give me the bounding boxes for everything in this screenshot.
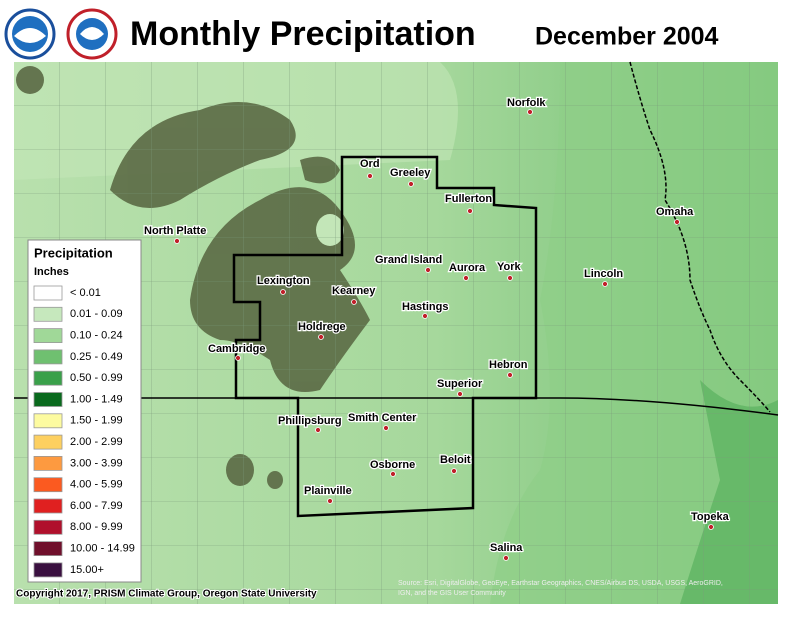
city-label: Aurora (449, 262, 486, 274)
source-line2: IGN, and the GIS User Community (398, 590, 506, 597)
city-label: York (497, 261, 522, 273)
legend-label: < 0.01 (70, 287, 101, 299)
city-label: Ord (360, 158, 380, 170)
legend-swatch (33, 519, 63, 535)
city: Lexington (256, 274, 311, 295)
legend-label: 0.01 - 0.09 (70, 308, 123, 320)
legend-label: 2.00 - 2.99 (70, 436, 123, 448)
legend-label: 3.00 - 3.99 (70, 457, 123, 469)
city-label: North Platte (144, 225, 206, 237)
city-label: Lincoln (584, 268, 623, 280)
legend-label: 4.00 - 5.99 (70, 479, 123, 491)
city: Phillipsburg (277, 414, 343, 433)
legend-swatch (33, 498, 63, 514)
city: Topeka (690, 510, 731, 530)
city-label: Plainville (304, 485, 352, 497)
city: Salina (489, 541, 525, 561)
city: Greeley (389, 166, 432, 187)
city: York (496, 260, 523, 281)
city: Lincoln (583, 267, 625, 287)
city: Ord (359, 157, 381, 179)
city-label: Cambridge (208, 343, 265, 355)
legend-label: 6.00 - 7.99 (70, 500, 123, 512)
cities: Ord Greeley Norfolk Fullerton North Plat… (143, 96, 731, 561)
city-label: Lexington (257, 275, 310, 287)
legend-swatch (33, 306, 63, 322)
legend-swatch (33, 562, 63, 578)
legend-label: 0.25 - 0.49 (70, 351, 123, 363)
legend-swatch (33, 349, 63, 365)
legend-label: 1.50 - 1.99 (70, 415, 123, 427)
legend-swatch (33, 541, 63, 556)
city-label: Kearney (332, 285, 376, 297)
legend-swatch (33, 455, 63, 471)
legend-swatch (33, 328, 63, 344)
city: Norfolk (506, 96, 548, 115)
legend-label: 0.10 - 0.24 (70, 330, 123, 342)
legend: Precipitation Inches < 0.01 0.01 - 0.09 0.… (27, 239, 142, 583)
city-label: Beloit (440, 454, 471, 466)
city: Osborne (369, 458, 416, 477)
city-label: Superior (437, 378, 483, 390)
city-label: Fullerton (445, 193, 492, 205)
legend-swatch (33, 413, 63, 429)
city-label: Osborne (370, 459, 415, 471)
city: Hebron (488, 358, 529, 378)
city: Hastings (401, 300, 450, 319)
city-label: Hastings (402, 301, 448, 313)
legend-label: 1.00 - 1.49 (70, 393, 123, 405)
city: Omaha (655, 205, 695, 225)
legend-label: 0.50 - 0.99 (70, 372, 123, 384)
legend-title: Precipitation (34, 245, 113, 260)
city: Kearney (331, 284, 378, 305)
city-label: Phillipsburg (278, 415, 342, 427)
city-label: Grand Island (375, 254, 442, 266)
legend-label: 8.00 - 9.99 (70, 521, 123, 533)
legend-swatch (33, 370, 63, 386)
city: Superior (436, 377, 484, 397)
logos (4, 8, 118, 60)
legend-swatch (33, 392, 63, 407)
city: Aurora (448, 261, 487, 281)
city: Beloit (439, 453, 472, 474)
legend-swatch (33, 434, 63, 450)
source: Source: Esri, DigitalGlobe, GeoEye, Eart… (398, 580, 723, 587)
office-boundary (232, 155, 538, 518)
city-label: Holdrege (298, 321, 346, 333)
city-label: Greeley (390, 167, 431, 179)
city-label: Hebron (489, 359, 528, 371)
copyright: Copyright 2017, PRISM Climate Group, Ore… (16, 589, 317, 600)
title: Monthly Precipitation (130, 15, 476, 53)
period: December 2004 (535, 23, 719, 51)
legend-units: Inches (34, 266, 69, 278)
city-label: Norfolk (507, 97, 546, 109)
legend-label: 15.00+ (70, 564, 104, 576)
city-label: Smith Center (348, 412, 417, 424)
city: Plainville (303, 484, 353, 504)
city-label: Omaha (656, 206, 694, 218)
city-label: Topeka (691, 511, 730, 523)
city: North Platte (143, 224, 208, 244)
legend-label: 10.00 - 14.99 (70, 543, 135, 555)
city: Holdrege (297, 320, 347, 340)
city: Fullerton (444, 192, 494, 214)
legend-swatch (33, 285, 63, 301)
city: Grand Island (374, 253, 444, 273)
legend-swatch (33, 477, 63, 493)
city: Smith Center (347, 411, 418, 431)
city-label: Salina (490, 542, 523, 554)
city: Cambridge (207, 342, 267, 361)
